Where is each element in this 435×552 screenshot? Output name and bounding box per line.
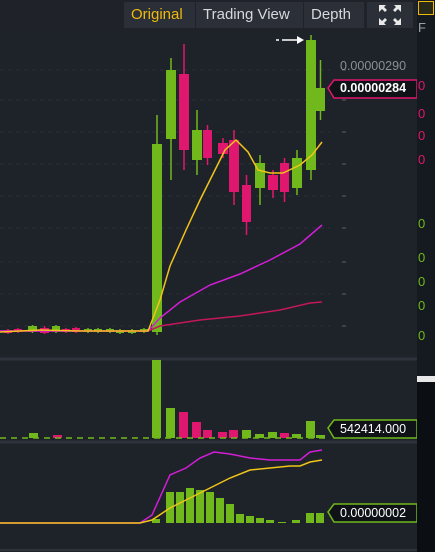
candle-body (316, 88, 325, 111)
candle-body (218, 143, 228, 154)
candlestick-chart[interactable] (0, 30, 417, 552)
candle-body (179, 74, 189, 150)
candle-body (52, 326, 60, 332)
orderbook-row-fragment: 0 (418, 78, 426, 93)
indicator-bar (216, 498, 224, 523)
tab-original[interactable]: Original (124, 2, 195, 28)
panel-divider (417, 376, 435, 382)
orderbook-row-fragment: 0 (418, 216, 426, 231)
indicator-bar (246, 516, 254, 523)
candle-body (152, 144, 162, 332)
indicator-bar (196, 490, 204, 523)
candle-body (292, 158, 302, 188)
orderbook-row-fragment: 0 (418, 274, 426, 289)
volume-bar (292, 434, 301, 438)
indicator-bar (266, 520, 274, 523)
latest-arrow (276, 36, 304, 44)
trades-panel-edge (417, 382, 435, 552)
indicator-layer (152, 488, 324, 523)
price-axis-label: 0.00000290 (340, 59, 407, 73)
indicator-line-yellow (0, 459, 323, 524)
volume-bar (268, 432, 277, 438)
volume-bar (29, 433, 38, 438)
indicator-bar (226, 504, 234, 523)
indicator-bar (256, 518, 264, 523)
tab-trading-view[interactable]: Trading View (196, 2, 303, 28)
volume-bar (166, 408, 175, 438)
volume-bar (53, 435, 62, 438)
indicator-bar (278, 522, 286, 523)
ma-short-line (0, 138, 323, 333)
candle-body (255, 163, 265, 188)
indicator-line-magenta (0, 449, 323, 524)
volume-last-label: 542414.000 (340, 422, 407, 436)
indicator-bar (316, 513, 324, 523)
indicator-bar (292, 520, 300, 523)
candle-body (166, 70, 176, 139)
volume-bar (255, 434, 264, 438)
indicator-bar (176, 492, 184, 523)
orderbook-row-fragment: F (418, 20, 426, 35)
volume-bar (280, 433, 289, 438)
indicator-bar (152, 519, 160, 523)
volume-bar (316, 435, 325, 438)
last-price-tag (327, 79, 417, 99)
chart-grid (0, 69, 346, 327)
volume-bar (203, 430, 212, 438)
last-price-label: 0.00000284 (340, 81, 407, 95)
ma-long-line (0, 301, 323, 332)
orderbook-row-fragment: 0 (418, 152, 426, 167)
volume-bar (179, 412, 188, 438)
volume-bar (152, 360, 161, 438)
orderbook-row-fragment: 0 (418, 328, 426, 343)
orderbook-row-fragment: 0 (418, 250, 426, 265)
volume-bar (229, 430, 238, 438)
candle-body (72, 328, 80, 332)
volume-bar (192, 422, 201, 438)
tab-depth[interactable]: Depth (304, 2, 364, 28)
indicator-bar (236, 514, 244, 523)
candle-body (192, 130, 202, 160)
volume-bar (218, 432, 227, 438)
orderbook-toggle-button[interactable] (418, 1, 434, 15)
candle-body (242, 185, 251, 222)
indicator-bar (206, 492, 214, 523)
orderbook-row-fragment: 0 (418, 128, 426, 143)
candle-body (280, 163, 289, 192)
candle-body (28, 326, 37, 332)
indicator-bar (186, 488, 194, 523)
orderbook-row-fragment: 0 (418, 106, 426, 121)
volume-layer (29, 360, 325, 438)
volume-bar (242, 430, 251, 438)
candle-body (203, 130, 212, 158)
orderbook-row-fragment: 0 (418, 298, 426, 313)
indicator-tag (327, 503, 417, 523)
candles-layer (4, 35, 325, 335)
volume-bar (306, 421, 315, 438)
candle-body (229, 140, 239, 192)
fullscreen-button[interactable] (367, 2, 413, 28)
chart-tab-bar: Original Trading View Depth (0, 0, 417, 30)
candle-body (306, 40, 316, 170)
indicator-last-label: 0.00000002 (340, 506, 407, 520)
fullscreen-icon (379, 5, 401, 25)
candle-body (268, 175, 278, 190)
orderbook-panel-edge: F 0 0 0 0 0 0 0 0 0 (417, 0, 435, 376)
volume-tag (327, 419, 417, 439)
indicator-bar (306, 513, 314, 523)
